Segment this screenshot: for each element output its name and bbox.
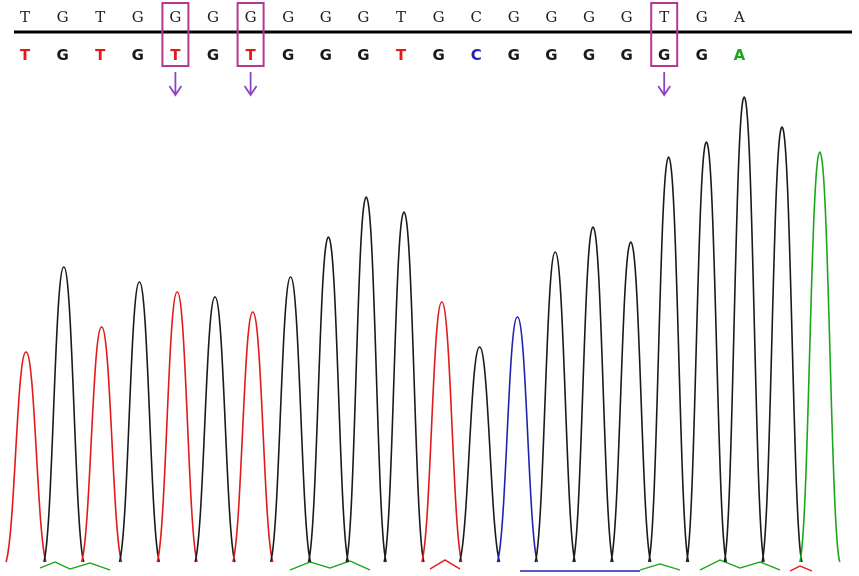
trace-peak-g: [383, 211, 425, 563]
trace-peak-t: [5, 351, 47, 563]
variant-marker-box: [650, 2, 679, 67]
called-base: G: [132, 46, 144, 64]
trace-peak-a: [799, 151, 841, 563]
reference-base: G: [508, 8, 520, 26]
trace-peak-g: [307, 236, 350, 563]
reference-base: G: [433, 8, 445, 26]
called-base: G: [56, 46, 68, 64]
variant-marker-box: [236, 2, 265, 67]
called-base: G: [320, 46, 332, 64]
baseline-noise: [789, 565, 813, 572]
trace-peak-g: [723, 96, 765, 563]
trace-peak-g: [610, 241, 652, 563]
trace-peak-g: [118, 281, 161, 563]
called-base: T: [396, 46, 407, 64]
variant-arrow-head: [168, 85, 183, 97]
called-base: G: [696, 46, 708, 64]
called-base: G: [508, 46, 520, 64]
trace-peak-g: [685, 141, 728, 563]
called-base: G: [432, 46, 444, 64]
reference-base: G: [545, 8, 557, 26]
trace-peak-g: [458, 346, 501, 563]
reference-base: G: [282, 8, 294, 26]
reference-base: G: [320, 8, 332, 26]
trace-peak-g: [534, 251, 576, 563]
variant-arrow-head: [657, 85, 671, 97]
reference-base: G: [245, 8, 257, 26]
trace-peak-t: [156, 291, 198, 563]
baseline-noise: [429, 559, 461, 570]
baseline-noise: [289, 560, 371, 571]
reference-base: T: [20, 8, 30, 26]
called-base: G: [282, 46, 294, 64]
called-base: C: [471, 46, 482, 64]
reference-base: T: [659, 8, 669, 26]
trace-peak-t: [232, 311, 274, 563]
called-base: G: [620, 46, 632, 64]
trace-peak-g: [761, 126, 803, 563]
reference-base: A: [733, 8, 745, 26]
reference-base: T: [396, 8, 406, 26]
reference-base: G: [357, 8, 369, 26]
reference-base: G: [57, 8, 69, 26]
trace-peak-g: [43, 266, 85, 563]
called-base: T: [20, 46, 31, 64]
called-base: G: [583, 46, 595, 64]
baseline-noise: [39, 561, 111, 571]
called-base: T: [170, 46, 181, 64]
trace-peak-g: [647, 156, 690, 563]
variant-arrow-head: [243, 85, 258, 97]
reference-base: T: [95, 8, 105, 26]
called-base: T: [95, 46, 106, 64]
called-base: G: [545, 46, 557, 64]
trace-peaks: [5, 96, 841, 563]
trace-peak-g: [345, 196, 387, 563]
trace-peak-g: [194, 296, 236, 563]
trace-peak-g: [572, 226, 614, 563]
reference-base: G: [583, 8, 595, 26]
variant-markers: [161, 2, 679, 97]
called-base: G: [207, 46, 219, 64]
baseline-noise: [639, 563, 681, 571]
trace-peak-t: [80, 326, 123, 563]
called-base: G: [658, 46, 670, 64]
reference-base: G: [696, 8, 708, 26]
reference-base: C: [470, 8, 481, 26]
trace-peak-g: [269, 276, 312, 563]
reference-base: G: [621, 8, 633, 26]
called-base: G: [357, 46, 369, 64]
variant-marker-box: [161, 2, 190, 67]
trace-peak-t: [421, 301, 463, 563]
called-base: T: [245, 46, 256, 64]
reference-base: G: [169, 8, 181, 26]
called-base: A: [734, 46, 746, 64]
trace-peak-c: [496, 316, 539, 563]
reference-base: G: [132, 8, 144, 26]
reference-base: G: [207, 8, 219, 26]
baseline-noise: [699, 559, 781, 571]
trace-lines: [39, 559, 813, 572]
